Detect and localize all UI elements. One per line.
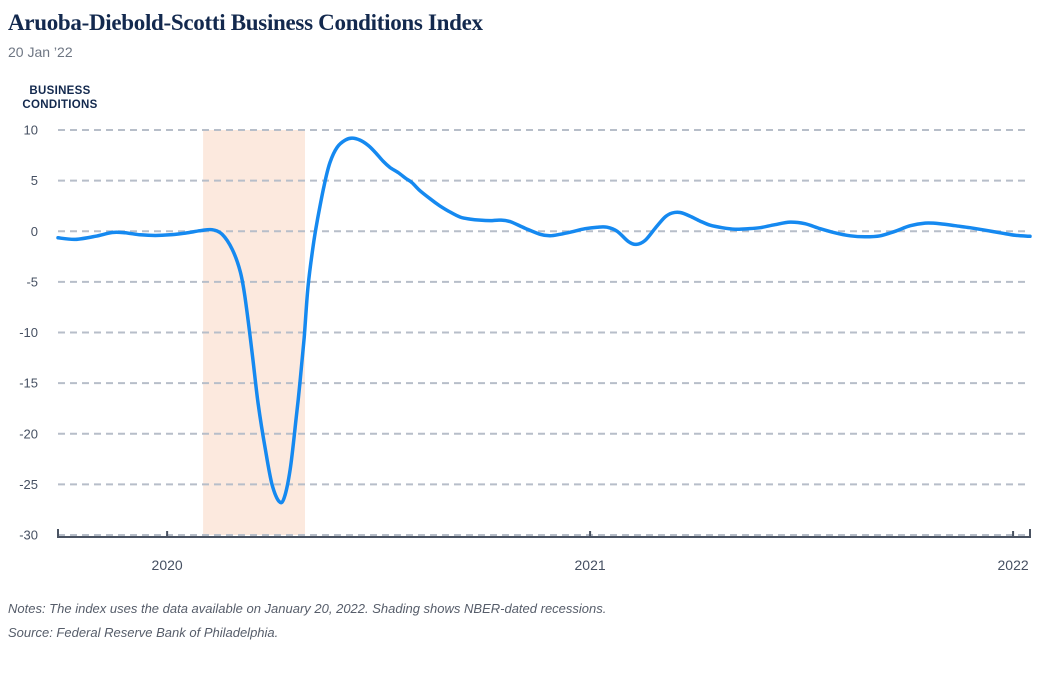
y-tick-label: 5	[31, 173, 38, 188]
chart-footnotes: Notes: The index uses the data available…	[8, 601, 606, 649]
chart-date: 20 Jan ’22	[8, 44, 73, 60]
x-tick-label: 2022	[998, 557, 1029, 573]
y-tick-label: -30	[19, 528, 38, 543]
y-tick-label: 0	[31, 224, 38, 239]
x-tick-label: 2020	[152, 557, 183, 573]
y-axis-label: BUSINESS CONDITIONS	[22, 85, 98, 112]
y-tick-label: -5	[26, 274, 38, 289]
chart-source: Source: Federal Reserve Bank of Philadel…	[8, 625, 279, 640]
y-tick-label: -20	[19, 426, 38, 441]
y-tick-label: 10	[24, 123, 38, 138]
y-tick-label: -15	[19, 376, 38, 391]
chart-notes: Notes: The index uses the data available…	[8, 601, 607, 616]
business-conditions-line-chart: 10 5 0 -5 -10 -15 -20 -25 -30 2020 2021 2022	[19, 123, 1032, 573]
x-tick-label: 2021	[575, 557, 606, 573]
y-tick-label: -10	[19, 325, 38, 340]
index-line-series	[56, 136, 1032, 505]
chart-title: Aruoba-Diebold-Scotti Business Condition…	[8, 10, 483, 35]
y-tick-label: -25	[19, 477, 38, 492]
